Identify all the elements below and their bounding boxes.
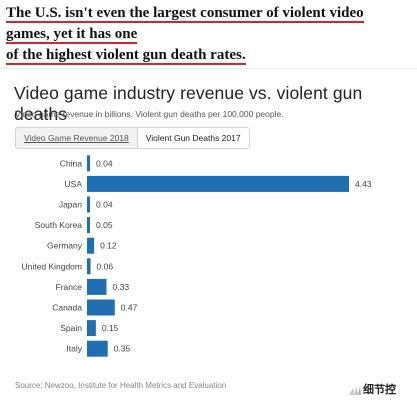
chart-title: Video game industry revenue vs. violent … (14, 83, 363, 124)
source-note: Source: Newzoo, Institute for Health Met… (15, 381, 227, 390)
value-label: 0.15 (102, 323, 119, 333)
bar-chart: China 0.04 USA 4.43 Japan 0.04 South Korea 0.05… (22, 155, 372, 357)
category-label: Spain (60, 323, 82, 333)
category-label: Italy (66, 344, 82, 354)
bar-germany[interactable] (87, 237, 95, 254)
value-label: 0.47 (121, 303, 138, 313)
category-label: Germany (47, 241, 83, 251)
bar-south-korea[interactable] (87, 217, 90, 234)
value-label: 0.04 (96, 200, 113, 210)
value-label: 0.35 (114, 344, 131, 354)
category-label: France (56, 282, 83, 292)
category-label: Canada (52, 303, 82, 313)
headline-line-2: of the highest violent gun death rates. (6, 47, 246, 65)
value-label: 0.04 (96, 158, 113, 168)
tab-violent-gun-deaths[interactable]: Violent Gun Deaths 2017 (145, 133, 241, 143)
value-label: 0.06 (97, 261, 114, 271)
headline-line-1: The U.S. isn't even the largest consumer… (6, 5, 364, 44)
bar-france[interactable] (87, 278, 107, 295)
article-headline: The U.S. isn't even the largest consumer… (6, 3, 411, 66)
value-label: 0.12 (100, 241, 117, 251)
series-tabs: Video Game Revenue 2018 Violent Gun Deat… (15, 127, 250, 149)
logo-text: 细节控 (363, 382, 396, 396)
chart-subtitle: Video game revenue in billions. Violent … (15, 109, 284, 119)
chart-panel: Video game industry revenue vs. violent … (0, 68, 417, 401)
value-label: 0.05 (96, 220, 113, 230)
bar-spain[interactable] (87, 320, 96, 337)
bar-china[interactable] (87, 155, 90, 172)
category-label: Japan (59, 200, 82, 210)
category-label: United Kingdom (22, 261, 82, 271)
tab-video-game-revenue[interactable]: Video Game Revenue 2018 (16, 128, 138, 148)
bar-canada[interactable] (87, 299, 115, 316)
bar-united-kingdom[interactable] (87, 258, 91, 275)
cnbc-peacock-logo-watermark: 细节控 (349, 382, 396, 396)
category-label: China (60, 158, 82, 168)
category-label: USA (65, 179, 83, 189)
value-label: 0.33 (113, 282, 130, 292)
peacock-icon (349, 386, 361, 395)
bar-italy[interactable] (87, 340, 108, 357)
bar-usa[interactable] (87, 175, 349, 192)
value-label: 4.43 (355, 179, 372, 189)
bar-japan[interactable] (87, 196, 90, 213)
category-label: South Korea (35, 220, 83, 230)
